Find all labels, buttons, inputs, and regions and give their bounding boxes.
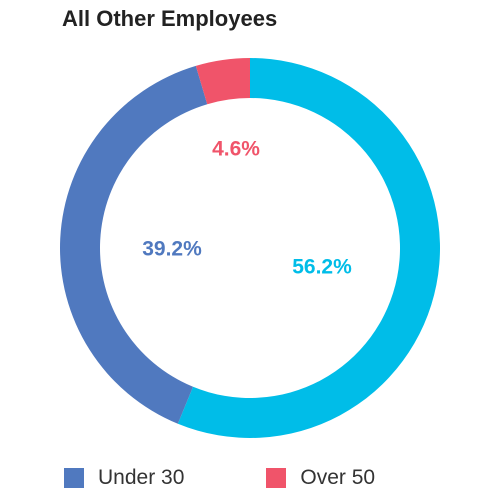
legend: Under 30 Over 50	[64, 466, 457, 490]
donut-slice-3	[195, 58, 250, 105]
legend-label-under-30: Under 30	[98, 466, 185, 489]
legend-item-over-50: Over 50	[266, 466, 375, 490]
legend-label-over-50: Over 50	[300, 466, 376, 489]
donut-data-label-1: 56.2%	[292, 256, 352, 279]
legend-swatch-under-30	[64, 468, 84, 488]
donut-slice-1	[177, 58, 440, 438]
donut-data-label-3: 4.6%	[212, 138, 260, 161]
donut-slice-2	[60, 65, 208, 424]
legend-item-under-30: Under 30	[64, 466, 184, 490]
donut-data-label-2: 39.2%	[142, 238, 202, 261]
legend-swatch-over-50	[266, 468, 287, 488]
chart-title: All Other Employees	[62, 6, 278, 31]
